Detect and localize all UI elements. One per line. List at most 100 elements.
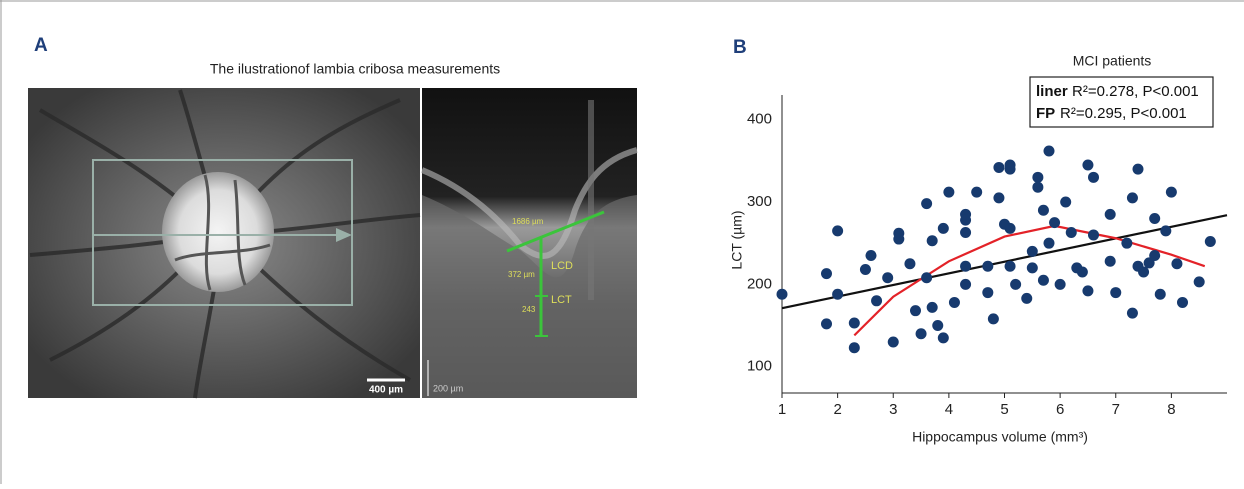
point: [777, 289, 788, 300]
x-tick-label: 2: [833, 401, 841, 418]
y-tick-label: 300: [747, 193, 772, 210]
point: [1066, 227, 1077, 238]
point: [893, 234, 904, 245]
point: [1110, 287, 1121, 298]
point: [1194, 276, 1205, 287]
point: [1155, 289, 1166, 300]
scale-label: 400 µm: [369, 385, 403, 396]
x-tick-label: 3: [889, 401, 897, 418]
point: [1005, 164, 1016, 175]
point: [927, 302, 938, 313]
point: [1038, 205, 1049, 216]
point: [960, 227, 971, 238]
point: [1127, 192, 1138, 203]
point: [866, 250, 877, 261]
point: [1088, 172, 1099, 183]
oct-image: [422, 88, 637, 398]
point: [1005, 223, 1016, 234]
point: [932, 320, 943, 331]
point: [921, 198, 932, 209]
point: [949, 297, 960, 308]
point: [1044, 238, 1055, 249]
annotation-text: R²=0.295, P<0.001: [1060, 105, 1187, 122]
point: [1032, 182, 1043, 193]
fit-line: [854, 226, 1204, 335]
point: [849, 318, 860, 329]
point: [1088, 229, 1099, 240]
point: [1027, 246, 1038, 257]
point: [1160, 225, 1171, 236]
annotation-label: liner: [1036, 83, 1068, 100]
point: [1060, 197, 1071, 208]
x-tick-label: 8: [1167, 401, 1175, 418]
panel-label: A: [34, 35, 48, 56]
point: [960, 279, 971, 290]
point: [1032, 172, 1043, 183]
point: [1166, 187, 1177, 198]
point: [1082, 285, 1093, 296]
point: [1149, 250, 1160, 261]
annotation-text: R²=0.278, P<0.001: [1072, 83, 1199, 100]
point: [1038, 275, 1049, 286]
point: [960, 261, 971, 272]
y-axis-label: LCT (µm): [729, 210, 745, 269]
point: [1121, 238, 1132, 249]
panel-title: The ilustrationof lambia cribosa measure…: [210, 61, 500, 77]
point: [1133, 164, 1144, 175]
point: [1082, 159, 1093, 170]
oct-measure: 243: [522, 305, 536, 314]
point: [1027, 262, 1038, 273]
panel-label: B: [733, 37, 747, 58]
point: [971, 187, 982, 198]
point: [1171, 258, 1182, 269]
point: [910, 305, 921, 316]
point: [938, 223, 949, 234]
annotation-label: FP: [1036, 105, 1055, 122]
point: [1044, 145, 1055, 156]
point: [821, 318, 832, 329]
point: [927, 235, 938, 246]
point: [1205, 236, 1216, 247]
point: [982, 287, 993, 298]
x-tick-label: 4: [945, 401, 953, 418]
figure: A The ilustrationof lambia cribosa measu…: [0, 0, 1244, 484]
point: [871, 295, 882, 306]
x-tick-label: 1: [778, 401, 786, 418]
point: [821, 268, 832, 279]
point: [988, 313, 999, 324]
y-tick-label: 100: [747, 358, 772, 375]
x-axis-label: Hippocampus volume (mm³): [912, 429, 1088, 445]
point: [943, 187, 954, 198]
point: [832, 289, 843, 300]
x-tick-label: 6: [1056, 401, 1064, 418]
point: [1049, 217, 1060, 228]
point: [860, 264, 871, 275]
point: [1149, 213, 1160, 224]
point: [888, 336, 899, 347]
point: [993, 192, 1004, 203]
point: [938, 332, 949, 343]
point: [1005, 261, 1016, 272]
point: [849, 342, 860, 353]
oct-annotation: LCD: [551, 260, 573, 272]
x-tick-label: 7: [1112, 401, 1120, 418]
y-tick-label: 400: [747, 111, 772, 128]
oct-measure: 1686 µm: [512, 217, 544, 226]
point: [960, 215, 971, 226]
point: [921, 272, 932, 283]
point: [1021, 293, 1032, 304]
point: [832, 225, 843, 236]
point: [1055, 279, 1066, 290]
point: [1177, 297, 1188, 308]
point: [982, 261, 993, 272]
scale-label: 200 µm: [433, 383, 463, 393]
point: [916, 328, 927, 339]
x-tick-label: 5: [1000, 401, 1008, 418]
chart-title: MCI patients: [1073, 53, 1152, 69]
point: [1010, 279, 1021, 290]
point: [1077, 266, 1088, 277]
y-tick-label: 200: [747, 275, 772, 292]
fundus-image: [28, 88, 420, 398]
point: [882, 272, 893, 283]
point: [1105, 209, 1116, 220]
